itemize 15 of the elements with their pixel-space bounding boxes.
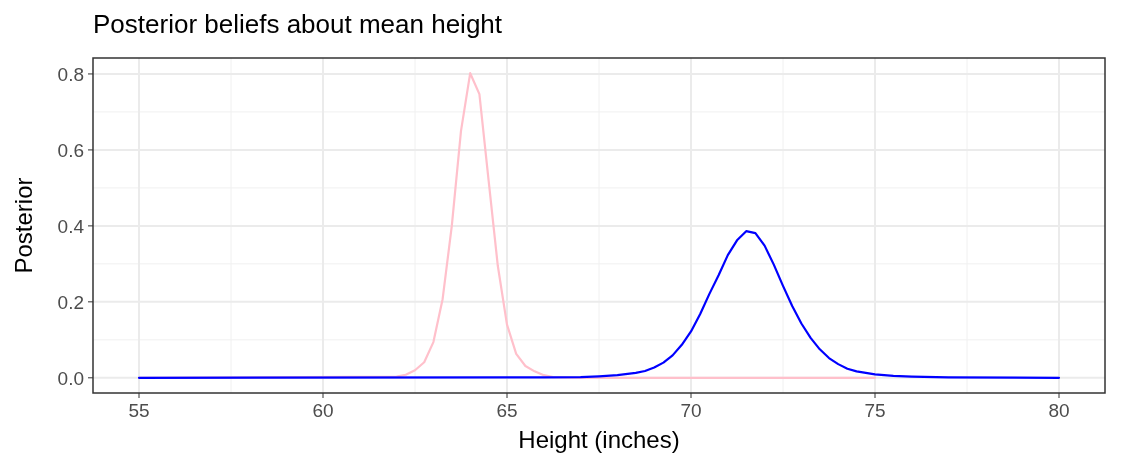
x-axis-title: Height (inches) <box>518 426 680 453</box>
y-tick-label: 0.6 <box>57 139 84 161</box>
x-tick-label: 60 <box>312 400 334 421</box>
y-tick-label: 0.4 <box>57 215 85 237</box>
x-tick-label: 80 <box>1048 400 1070 421</box>
x-tick-label: 55 <box>128 400 150 421</box>
chart-title: Posterior beliefs about mean height <box>93 9 503 39</box>
y-tick-label: 0.0 <box>57 367 84 389</box>
line-series <box>137 230 1061 379</box>
y-tick-label: 0.8 <box>57 63 84 85</box>
y-tick-label: 0.2 <box>57 291 84 313</box>
x-tick-label: 65 <box>496 400 518 421</box>
y-axis-title: Posterior <box>10 177 37 274</box>
x-tick-label: 75 <box>864 400 886 421</box>
x-tick-label: 70 <box>680 400 702 421</box>
